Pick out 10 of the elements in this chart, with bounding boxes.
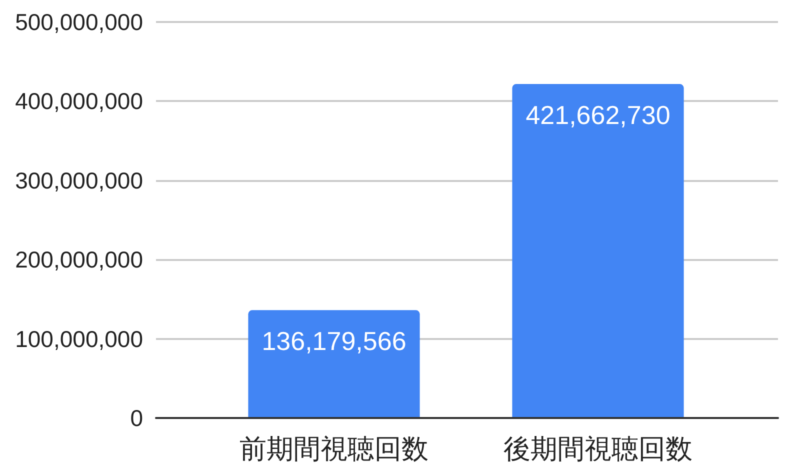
y-tick-label: 300,000,000 [15,167,143,194]
y-tick-label: 500,000,000 [15,9,143,35]
y-tick-label: 400,000,000 [15,88,143,114]
x-tick-label: 前期間視聴回数 [240,434,428,465]
y-tick-label: 0 [130,405,143,431]
data-label: 136,179,566 [262,326,406,356]
data-label: 421,662,730 [526,100,670,130]
y-tick-label: 200,000,000 [15,246,143,273]
x-tick-label: 後期間視聴回数 [504,434,692,465]
y-tick-label: 100,000,000 [15,326,143,352]
